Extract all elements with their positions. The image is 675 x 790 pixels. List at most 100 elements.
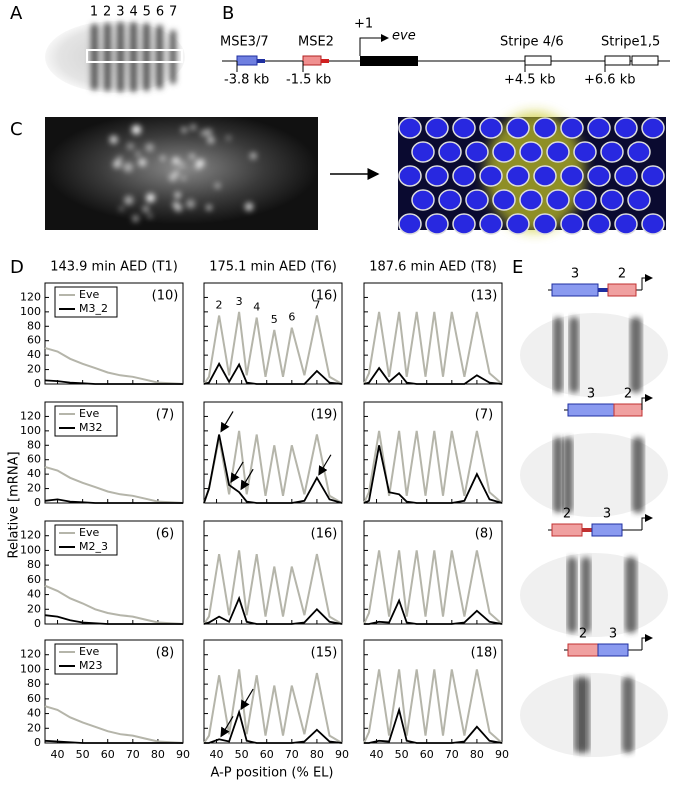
x-tick-label: 80 [470,748,484,761]
spot [249,152,257,160]
spot [132,215,139,222]
series-line [44,705,184,744]
enhancer-box [551,523,583,537]
series-line [364,598,503,625]
y-tick-label: 60 [27,334,41,347]
stripe [622,677,634,753]
x-tick-label: 60 [101,748,115,761]
panel-label: A [10,3,23,24]
panel-a [45,21,185,93]
series-line [204,708,343,744]
nucleus [533,117,557,139]
mse37-box [236,55,258,66]
nucleus [560,117,584,139]
enhancer-label: 3 [609,627,617,642]
legend-label: Eve [79,407,99,420]
spot [214,182,221,189]
y-tick-label: 0 [34,496,41,509]
x-tick-label: 40 [210,748,224,761]
x-tick-label: 80 [310,748,324,761]
spot [195,164,201,170]
enhancer-box [607,283,637,297]
legend-label: M3_2 [79,302,108,315]
enhancer-label: 2 [563,507,571,522]
annotation: (10) [152,289,179,304]
element-label: Stripe 4/6 [500,35,564,50]
nucleus [398,165,422,187]
nucleus [600,141,624,163]
arrow [240,468,254,491]
gene-label: eve [392,29,416,44]
y-tick-label: 60 [27,573,41,586]
enhancer-box [567,643,599,657]
stripe [630,317,642,393]
legend-label: Eve [79,288,99,301]
panel-label: B [222,3,234,24]
nucleus [533,165,557,187]
spot [174,192,181,199]
mse2-box [302,55,322,66]
stripe-number: 2 [103,5,111,20]
nucleus [587,117,611,139]
series-line [363,550,503,625]
spacer [582,528,592,532]
stripe15-box [631,55,659,66]
spot [119,206,124,211]
nucleus [627,141,651,163]
series-line [363,311,503,385]
y-tick-label: 80 [27,319,41,332]
legend-label: Eve [79,645,99,658]
arrow [230,461,244,483]
annotation: (7) [156,408,174,423]
enhancer-label: 3 [603,507,611,522]
nucleus [573,141,597,163]
y-tick-label: 80 [27,438,41,451]
y-tick-label: 0 [34,377,41,390]
y-tick-label: 60 [27,453,41,466]
enhancer-label: 2 [618,267,626,282]
legend-label: Eve [79,526,99,539]
series-line [203,311,343,385]
stripe [553,317,563,393]
nucleus [560,165,584,187]
stripe-number: 3 [116,5,124,20]
enhancer-box [567,403,615,417]
enhancer-box [613,403,643,417]
spot [113,160,122,169]
element-position: -1.5 kb [286,73,331,88]
annotation: (13) [471,289,498,304]
nucleus [479,213,503,235]
nucleus [398,213,422,235]
x-tick-label: 50 [76,748,90,761]
nucleus [587,165,611,187]
y-tick-label: 20 [27,721,41,734]
panel-label: C [10,119,23,140]
spot [205,128,213,136]
spot [145,193,156,203]
embryo [520,313,668,397]
arrow [220,411,234,433]
x-tick-label: 70 [126,748,140,761]
stripe-number: 7 [169,5,177,20]
nucleus [519,189,543,211]
y-tick-label: 0 [34,736,41,749]
nucleus [546,189,570,211]
enhancer-box [591,523,623,537]
chart-title: 175.1 min AED (T6) [209,260,337,275]
spot [172,157,180,165]
peak-label: 2 [216,298,223,311]
spot [174,204,183,212]
x-tick-label: 90 [335,748,349,761]
panel-label: D [10,257,24,278]
spot [200,129,207,137]
spot [244,202,254,211]
nucleus [452,213,476,235]
series-line [44,346,184,385]
stripe-number: 6 [156,5,164,20]
element-position: +6.6 kb [584,73,635,88]
peak-label: 5 [271,313,278,326]
x-tick-label: 60 [420,748,434,761]
element-label: Stripe1,5 [601,35,660,50]
arrow [220,716,234,738]
